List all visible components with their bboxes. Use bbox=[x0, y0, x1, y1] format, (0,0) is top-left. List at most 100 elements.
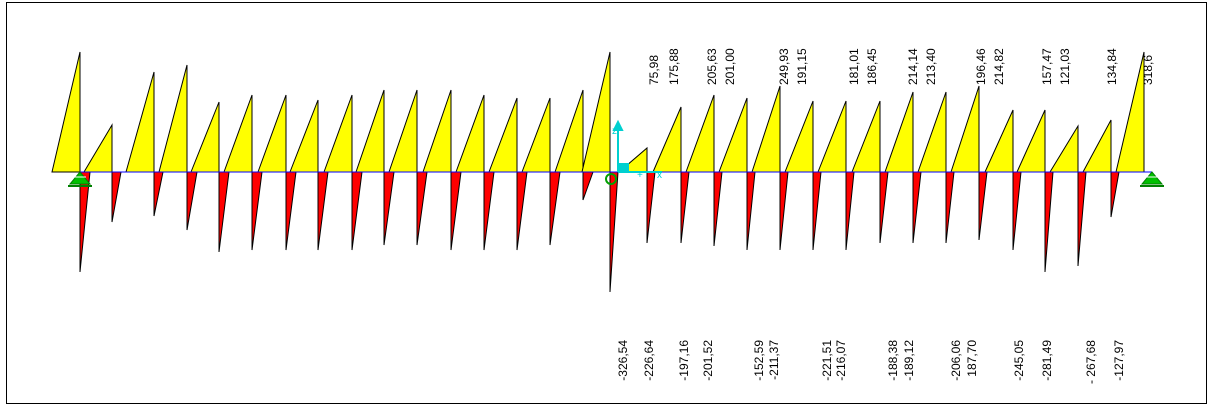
negative-shear-region bbox=[845, 171, 855, 251]
shear-value-label-top: 121,03 bbox=[1058, 48, 1072, 85]
shear-value-label-top: 175,88 bbox=[667, 48, 681, 85]
negative-shear-region bbox=[812, 171, 822, 251]
shear-value-label-top: 75,98 bbox=[647, 55, 661, 85]
positive-shear-region bbox=[851, 100, 881, 173]
negative-shear-region bbox=[549, 171, 561, 246]
shear-value-label-bottom: -206,06 bbox=[949, 340, 963, 381]
shear-value-label-bottom: -281,49 bbox=[1040, 340, 1054, 381]
positive-shear-region bbox=[1016, 109, 1046, 173]
negative-shear-region bbox=[186, 171, 198, 231]
positive-shear-region bbox=[257, 94, 287, 173]
positive-shear-region bbox=[83, 123, 113, 173]
positive-shear-region bbox=[581, 51, 611, 173]
shear-value-label-bottom: -189,12 bbox=[902, 340, 916, 381]
positive-shear-region bbox=[158, 64, 188, 173]
shear-value-label-top: 205,63 bbox=[705, 48, 719, 85]
shear-value-label-bottom: 187,70 bbox=[965, 340, 979, 377]
negative-shear-region bbox=[945, 171, 955, 244]
negative-shear-region bbox=[779, 171, 789, 251]
shear-value-label-bottom: -326,54 bbox=[616, 340, 630, 381]
svg-text:+: + bbox=[637, 170, 643, 181]
negative-regions bbox=[79, 171, 1120, 293]
pin-support-icon bbox=[1140, 171, 1164, 187]
positive-shear-region bbox=[355, 89, 385, 173]
negative-shear-region bbox=[285, 171, 297, 251]
positive-regions bbox=[51, 51, 1145, 173]
negative-shear-region bbox=[1110, 171, 1120, 218]
negative-shear-region bbox=[646, 171, 656, 244]
positive-shear-region bbox=[751, 85, 781, 173]
shear-value-label-bottom: -152,59 bbox=[752, 340, 766, 381]
shear-value-label-top: 249,93 bbox=[777, 48, 791, 85]
shear-value-label-top: 134,84 bbox=[1105, 48, 1119, 85]
positive-shear-region bbox=[388, 89, 418, 173]
negative-shear-region bbox=[746, 171, 756, 251]
coordinate-axes-icon: z + x bbox=[612, 119, 662, 181]
shear-value-label-top: 196,46 bbox=[974, 48, 988, 85]
shear-value-label-bottom: -188,38 bbox=[886, 340, 900, 381]
svg-text:z: z bbox=[612, 126, 617, 137]
negative-shear-region bbox=[450, 171, 462, 251]
positive-shear-region bbox=[685, 94, 715, 173]
labels-top-group: 75,98 175,88 205,63 201,00 249,93 191,15 181,0… bbox=[647, 48, 1155, 85]
negative-shear-region bbox=[317, 171, 329, 251]
positive-shear-region bbox=[884, 91, 914, 173]
labels-bottom-group: -326,54 -226,64 -197,16 -201,52 -152,59 -211,… bbox=[616, 340, 1126, 384]
negative-shear-region bbox=[153, 171, 164, 217]
shear-value-label-top: 191,15 bbox=[795, 48, 809, 85]
negative-shear-region bbox=[879, 171, 889, 244]
roller-support-icon bbox=[605, 173, 617, 185]
shear-value-label-bottom: - 267,68 bbox=[1084, 340, 1098, 384]
positive-shear-region bbox=[1115, 51, 1145, 173]
shear-value-label-bottom: -211,37 bbox=[767, 340, 781, 380]
positive-shear-region bbox=[323, 94, 353, 173]
shear-value-label-bottom: -201,52 bbox=[701, 340, 715, 381]
positive-shear-region bbox=[422, 89, 452, 173]
positive-shear-region bbox=[718, 97, 748, 173]
positive-shear-region bbox=[1049, 124, 1079, 173]
shear-value-label-bottom: -216,07 bbox=[834, 340, 848, 381]
negative-shear-region bbox=[111, 171, 122, 223]
shear-value-label-bottom: -221,51 bbox=[820, 340, 834, 381]
shear-value-label-top: 214,82 bbox=[992, 48, 1006, 85]
positive-shear-region bbox=[190, 101, 220, 173]
shear-value-label-bottom: -197,16 bbox=[677, 340, 691, 381]
shear-value-label-top: 181,01 bbox=[847, 48, 861, 85]
negative-shear-region bbox=[582, 171, 594, 201]
negative-shear-region bbox=[1077, 171, 1087, 267]
positive-shear-region bbox=[488, 97, 518, 173]
positive-shear-region bbox=[652, 106, 682, 173]
positive-shear-region bbox=[950, 85, 980, 173]
positive-shear-region bbox=[984, 109, 1014, 173]
shear-value-label-top: 214,14 bbox=[906, 48, 920, 85]
svg-text:x: x bbox=[657, 170, 662, 181]
negative-shear-region bbox=[351, 171, 363, 251]
negative-shear-region bbox=[1044, 171, 1054, 273]
negative-shear-region bbox=[416, 171, 428, 246]
negative-shear-region bbox=[516, 171, 528, 251]
shear-value-label-bottom: -226,64 bbox=[642, 340, 656, 381]
positive-shear-region bbox=[289, 99, 319, 173]
shear-value-label-top: 213,40 bbox=[924, 48, 938, 85]
positive-shear-region bbox=[455, 94, 485, 173]
positive-shear-region bbox=[917, 91, 947, 173]
shear-value-label-top: 186,45 bbox=[865, 48, 879, 85]
shear-value-label-top: 157,47 bbox=[1040, 48, 1054, 85]
positive-shear-region bbox=[521, 97, 551, 173]
positive-shear-region bbox=[125, 71, 155, 173]
shear-value-label-top: 318,6 bbox=[1141, 55, 1155, 85]
positive-shear-region bbox=[784, 100, 814, 173]
shear-value-label-top: 201,00 bbox=[723, 48, 737, 85]
negative-shear-region bbox=[383, 171, 395, 246]
positive-shear-region bbox=[223, 94, 253, 173]
positive-shear-region bbox=[1082, 119, 1112, 173]
viewport-frame bbox=[6, 2, 1207, 404]
negative-shear-region bbox=[218, 171, 230, 253]
negative-shear-region bbox=[1012, 171, 1022, 251]
negative-shear-region bbox=[251, 171, 263, 251]
negative-shear-region bbox=[483, 171, 495, 251]
positive-shear-region bbox=[554, 89, 584, 173]
negative-shear-region bbox=[978, 171, 988, 241]
